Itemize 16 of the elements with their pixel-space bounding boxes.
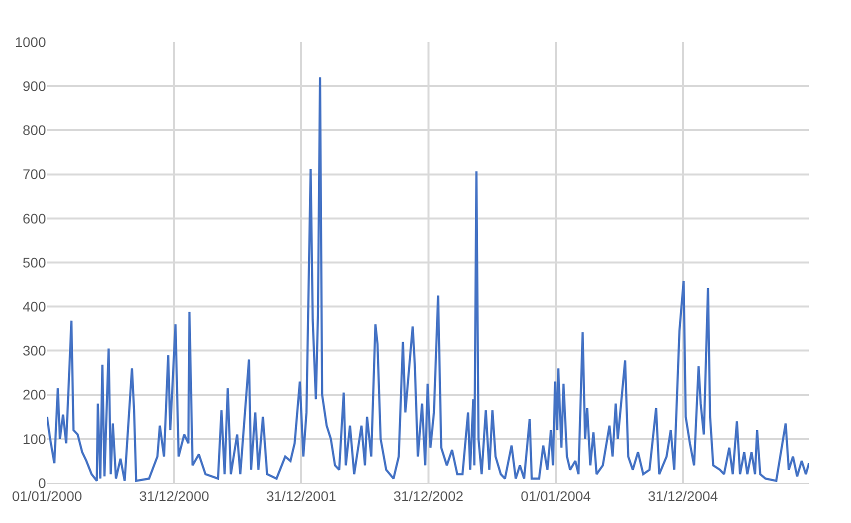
- line-series: [47, 76, 809, 482]
- y-tick-label: 300: [22, 342, 46, 359]
- y-tick-label: 200: [22, 386, 46, 403]
- x-tick-label: 31/12/2001: [266, 488, 336, 504]
- y-tick-label: 1000: [14, 34, 46, 50]
- x-tick-label: 31/12/2002: [393, 488, 464, 504]
- y-tick-label: 900: [22, 78, 46, 94]
- y-tick-label: 500: [22, 254, 46, 270]
- y-tick-label: 600: [22, 210, 46, 226]
- x-tick-label: 31/12/2004: [648, 488, 718, 504]
- y-tick-label: 700: [22, 166, 46, 182]
- y-tick-label: 800: [22, 122, 46, 138]
- y-tick-label: 400: [22, 298, 46, 314]
- x-tick-label: 01/01/2004: [520, 488, 592, 504]
- x-tick-label: 31/12/2000: [139, 488, 210, 504]
- y-tick-label: 100: [22, 430, 46, 447]
